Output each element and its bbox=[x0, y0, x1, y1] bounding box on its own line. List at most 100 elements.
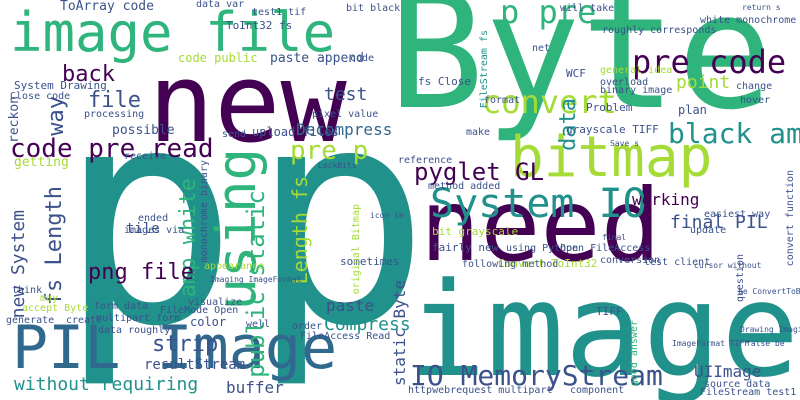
word-receive: receive bbox=[124, 151, 167, 162]
word-multipart-form: multipart form bbox=[96, 313, 181, 324]
word-generate: generate bbox=[6, 315, 55, 326]
word-form-data: form data bbox=[94, 301, 149, 312]
word-point: point bbox=[676, 72, 731, 93]
word-visualize: visualize bbox=[188, 297, 243, 308]
word-good-answer: good answer bbox=[629, 320, 640, 387]
word-data-roughly: data roughly bbox=[98, 325, 171, 336]
word-original-bitmap: original Bitmap bbox=[351, 204, 362, 295]
word-wcf: WCF bbox=[566, 67, 586, 80]
word-pre-p: pre p bbox=[290, 136, 369, 166]
word-getting: getting bbox=[14, 155, 69, 170]
word-send: send bbox=[222, 129, 247, 140]
word-pixel-value: pixel value bbox=[312, 109, 379, 120]
word-static-byte: static Byte bbox=[390, 280, 409, 386]
word-images-via: images via bbox=[124, 225, 185, 236]
word-format: format bbox=[484, 95, 521, 106]
word-buffer: buffer bbox=[226, 378, 284, 397]
word-pyglet-gl: pyglet GL bbox=[414, 158, 545, 186]
word-image-file: image file bbox=[10, 1, 336, 64]
word-filestream-test1: FileStream test1 bbox=[700, 387, 797, 398]
word-decompress: Decompress bbox=[296, 120, 393, 139]
word-byte: Byte bbox=[388, 0, 774, 145]
word-length-fs: Length fs bbox=[288, 176, 312, 285]
word-following-method: following method bbox=[462, 259, 559, 270]
word-test1-tif: test1 tif bbox=[252, 7, 307, 18]
word-appearance: appearance bbox=[204, 261, 265, 272]
word-test-client: test client bbox=[644, 257, 711, 268]
word-component: component bbox=[570, 385, 625, 396]
word-code-public: code public bbox=[178, 51, 258, 65]
word-easiest-way: easiest way bbox=[704, 209, 771, 220]
word-back: back bbox=[62, 62, 115, 87]
word-conversion: conversion bbox=[600, 255, 661, 266]
word-method-added: method added bbox=[428, 181, 501, 192]
word-system-io: System IO bbox=[430, 181, 647, 227]
word-return-s: return s bbox=[742, 3, 781, 12]
word-upload-files: upload files bbox=[252, 125, 339, 139]
word-be-converttobitonal: be ConvertToBitonal bbox=[738, 287, 800, 296]
word-possible: possible bbox=[112, 123, 175, 138]
word-accept-byte: accept Byte bbox=[22, 303, 89, 314]
word-cursor-without: cursor without bbox=[694, 261, 762, 270]
word-convert-function: convert function bbox=[785, 170, 796, 267]
word-p-right: p bbox=[250, 43, 431, 392]
word-tile: tile bbox=[126, 221, 160, 237]
word-drawing-imaging: Drawing Imaging bbox=[740, 325, 800, 334]
word-source-data: source data bbox=[704, 379, 771, 390]
word-problem: Problem bbox=[586, 101, 633, 114]
word-make: make bbox=[466, 127, 491, 138]
word-imaging-imageformat: Imaging ImageFormat bbox=[210, 275, 302, 284]
word-using-python: using Python bbox=[506, 243, 579, 254]
word-change: change bbox=[736, 81, 773, 92]
word-paste: paste bbox=[326, 296, 375, 315]
word-p-pre: p pre bbox=[500, 0, 597, 31]
word-sometimes: sometimes bbox=[340, 255, 400, 268]
word-bit-grayscale: bit grayscale bbox=[432, 225, 519, 238]
word-net: net bbox=[532, 43, 551, 54]
word-processing: processing bbox=[84, 109, 145, 120]
word-plan: plan bbox=[678, 103, 707, 117]
word-without-requiring: without requiring bbox=[14, 374, 199, 395]
word-pil-image: PIL Image bbox=[12, 313, 338, 383]
word-io-memorystream: IO MemoryStream bbox=[410, 359, 663, 392]
word-hover: hover bbox=[740, 95, 771, 106]
word-roughly-corresponds: roughly corresponds bbox=[602, 25, 717, 36]
word-reference: reference bbox=[398, 155, 453, 166]
word-bitmap: bitmap bbox=[510, 125, 713, 190]
word-black-amp: black amp bbox=[668, 117, 800, 150]
word-order: order bbox=[292, 321, 323, 332]
word-binary-image: binary image bbox=[600, 85, 673, 96]
word-toint32-fs: ToInt32 fs bbox=[226, 19, 293, 32]
word-monochrome-binary: monochrome binary bbox=[199, 160, 210, 263]
word-compress: Compress bbox=[324, 314, 411, 335]
word-grayscale-tiff: grayscale TIFF bbox=[566, 123, 659, 136]
word-color: color bbox=[190, 315, 227, 329]
word-white-monochrome: white monochrome bbox=[700, 15, 797, 26]
word-strip: strip bbox=[152, 332, 219, 357]
word-general-idea: general idea bbox=[600, 65, 673, 76]
word-p-left: p bbox=[58, 43, 239, 392]
word-lockbits: LockBits bbox=[318, 161, 357, 170]
word-convert-toint32: Convert ToInt32 bbox=[498, 257, 598, 270]
word-file: file bbox=[88, 88, 141, 113]
word-false-be: false be bbox=[746, 339, 785, 348]
word-paste-append: paste append bbox=[270, 51, 364, 66]
word-need: need bbox=[420, 167, 661, 284]
word-save-s: Save s bbox=[610, 139, 639, 148]
word-code: code bbox=[350, 53, 375, 64]
word-overload: overload bbox=[600, 77, 649, 88]
word-imageformat-tiff: ImageFormat TIFF bbox=[672, 339, 750, 348]
word-code-pre-read: code pre read bbox=[10, 134, 214, 164]
word-convert: convert bbox=[482, 83, 617, 121]
word-create: create bbox=[66, 315, 103, 326]
word-resultstream: resultStream bbox=[144, 357, 246, 373]
word-toarray-code: ToArray code bbox=[60, 0, 154, 14]
word-tiff: TIFF bbox=[596, 305, 623, 318]
word-fairly-new: fairly new bbox=[432, 241, 499, 254]
word-ended: ended bbox=[138, 213, 169, 224]
word-data-var: data var bbox=[196, 0, 245, 10]
word-pre-code-top: pre code bbox=[632, 43, 787, 81]
word-may: may bbox=[40, 293, 59, 304]
word-system-drawing: System Drawing bbox=[14, 79, 107, 92]
